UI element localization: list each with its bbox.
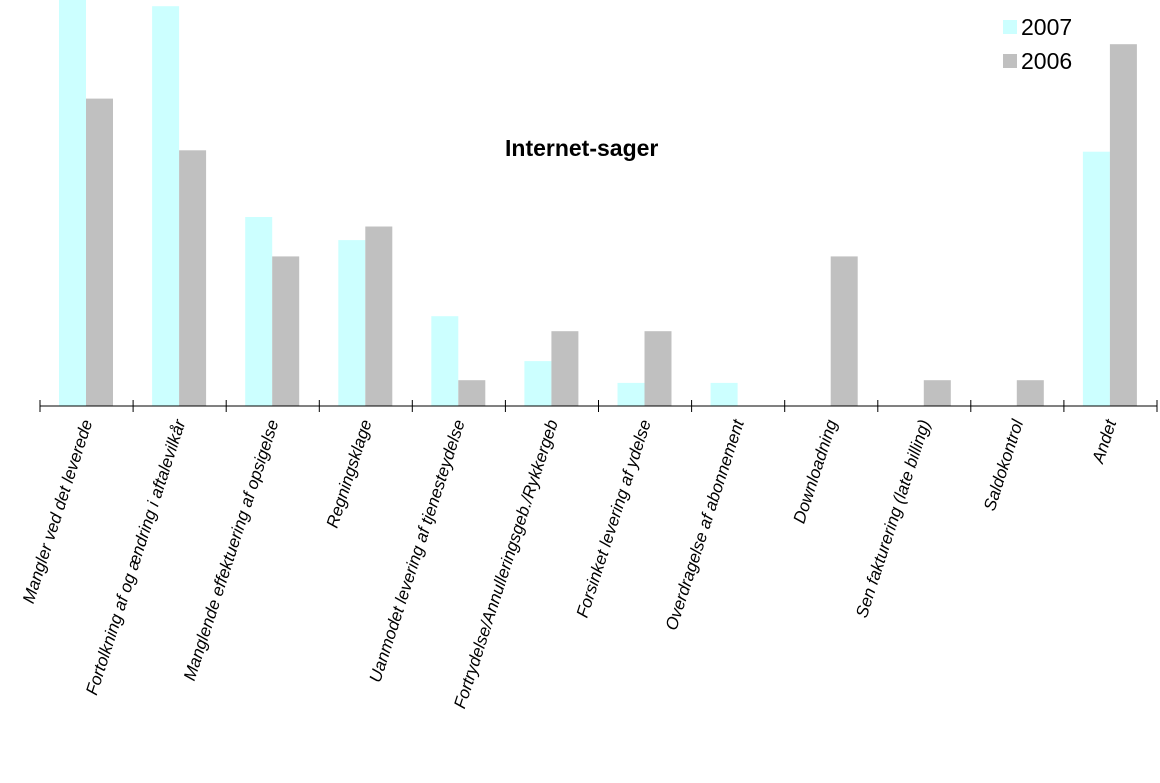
x-tick-label-5: Fortrydelse/Annulleringsgeb./Rykkergeb (450, 417, 562, 710)
legend-item-2007: 2007 (1003, 10, 1072, 44)
x-tick-label-3: Regningsklage (323, 417, 376, 530)
bar-2007-7 (710, 382, 738, 406)
x-tick-label-11: Andet (1088, 416, 1121, 466)
x-tick-label-7: Overdragelse af abonnement (662, 416, 749, 633)
bar-2007-0 (59, 0, 86, 406)
x-tick-label-8: Downloadning (790, 417, 842, 526)
x-tick-label-6: Forsinket levering af ydelse (573, 417, 655, 620)
bar-2007-6 (617, 382, 645, 406)
bar-2006-10 (1016, 380, 1044, 406)
x-tick-label-0: Mangler ved det leverede (19, 417, 96, 605)
legend-swatch-2007 (1003, 20, 1017, 34)
bar-2007-3 (338, 240, 366, 406)
legend-label-2006: 2006 (1021, 47, 1073, 74)
x-axis (39, 400, 1158, 412)
bar-2007-11 (1082, 151, 1110, 406)
x-tick-label-2: Manglende effektuering af opsigelse (180, 417, 282, 683)
x-tick-label-4: Uanmodet levering af tjenesteydelse (366, 417, 469, 684)
chart-title: Internet-sager (505, 135, 659, 161)
bar-2007-4 (431, 316, 459, 406)
legend-label-2007: 2007 (1021, 13, 1073, 40)
legend-item-2006: 2006 (1003, 44, 1072, 78)
bar-2006-8 (830, 256, 858, 406)
bar-2006-6 (644, 331, 672, 406)
bar-2006-5 (551, 331, 579, 406)
bar-2006-11 (1109, 44, 1137, 406)
bar-2006-2 (272, 256, 300, 406)
bar-2006-3 (365, 226, 393, 406)
bar-2007-5 (524, 361, 552, 406)
bars-group (59, 0, 1137, 406)
bar-2006-4 (458, 380, 486, 406)
legend-swatch-2006 (1003, 54, 1017, 68)
bar-2006-0 (86, 98, 113, 406)
x-tick-label-1: Fortolkning af og ændring i aftalevilkår (82, 416, 190, 697)
bar-2007-2 (245, 217, 273, 406)
bar-2007-1 (152, 6, 180, 406)
bar-2006-9 (923, 380, 951, 406)
legend: 2007 2006 (1003, 10, 1072, 78)
x-tick-label-9: Sen fakturering (late billing) (852, 417, 934, 620)
bar-2006-1 (179, 150, 207, 406)
x-tick-label-10: Saldokontrol (980, 416, 1028, 513)
